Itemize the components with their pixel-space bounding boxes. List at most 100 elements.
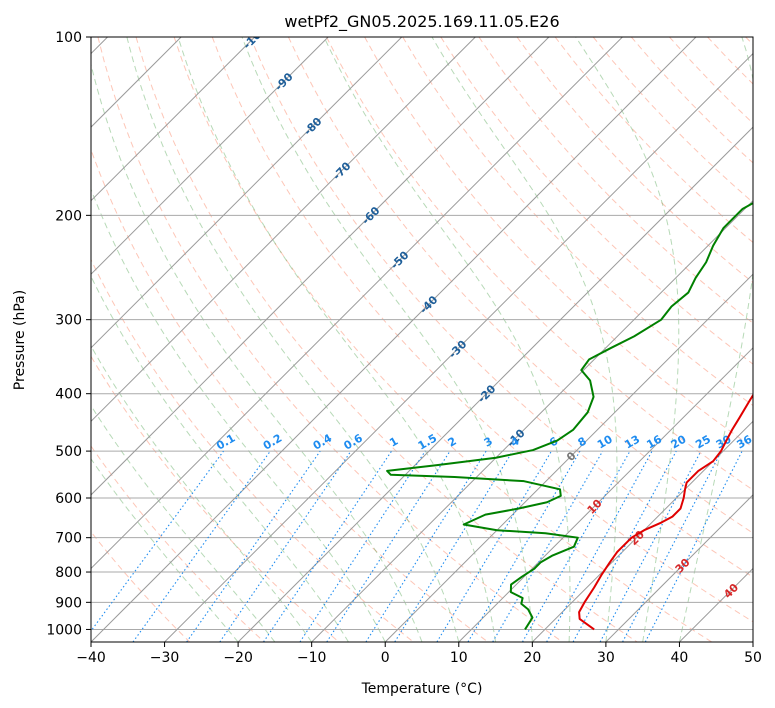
- dry-adiabat: [745, 37, 753, 46]
- isotherm-line: [605, 494, 753, 642]
- dry-adiabat: [173, 37, 713, 642]
- moist-adiabat: [431, 37, 618, 642]
- mixing-ratio-label: 0.1: [214, 432, 237, 453]
- isotherm-line: [91, 37, 623, 570]
- x-tick-label: 40: [671, 650, 689, 666]
- isotherm-line: [91, 37, 256, 202]
- background-lines: [91, 37, 753, 642]
- temperature-profile: [578, 393, 753, 631]
- x-tick-label: −20: [223, 650, 253, 666]
- isotherm-line: [91, 37, 476, 423]
- isotherm-line: [91, 37, 403, 349]
- mixing-ratio-label: 0.2: [261, 432, 284, 453]
- y-tick-label: 1000: [46, 622, 82, 638]
- mixing-ratio-line: [467, 450, 581, 642]
- dry-adiabat: [91, 445, 265, 642]
- x-tick-label: −40: [76, 650, 106, 666]
- mixing-ratio-line: [394, 450, 514, 642]
- isotherm-line: [752, 641, 753, 642]
- isotherm-label: -80: [301, 115, 324, 138]
- moist-adiabat: [575, 37, 680, 642]
- mixing-ratio-line: [326, 450, 451, 642]
- moist-adiabat: [241, 37, 533, 642]
- dry-adiabat: [440, 37, 753, 365]
- moist-adiabat: [678, 37, 753, 642]
- mixing-ratio-line: [365, 450, 487, 642]
- dry-adiabat: [554, 37, 753, 244]
- dry-adiabat: [135, 37, 638, 642]
- dry-adiabat: [91, 148, 489, 642]
- mixing-ratio-line: [644, 450, 743, 642]
- dry-adiabat: [91, 355, 340, 642]
- dry-adiabat: [97, 37, 563, 642]
- mixing-ratio-label: 16: [644, 432, 664, 451]
- mixing-ratio-line: [263, 450, 392, 642]
- moist-adiabat: [323, 37, 571, 642]
- dry-adiabat: [592, 37, 753, 204]
- isotherm-line: [311, 199, 753, 642]
- mixing-ratio-label: 1.5: [416, 432, 439, 453]
- dry-adiabat: [669, 37, 753, 125]
- isotherm-line: [91, 37, 329, 275]
- moist-adiabat: [91, 62, 423, 642]
- profile-series: [386, 201, 753, 631]
- dry-adiabat: [249, 37, 753, 578]
- dry-adiabat: [707, 37, 753, 85]
- isotherm-line: [237, 126, 753, 642]
- isotherm-line: [458, 347, 753, 642]
- moist-adiabat: [91, 458, 239, 642]
- y-tick-label: 800: [55, 565, 82, 581]
- isotherm-label: 10: [585, 497, 605, 517]
- mixing-ratio-line: [132, 450, 271, 642]
- mixing-ratio-label: 1: [387, 435, 400, 450]
- y-tick-label: 700: [55, 531, 82, 547]
- x-axis-label: Temperature (°C): [361, 681, 483, 697]
- mixing-ratio-label: 10: [595, 432, 615, 451]
- plot-frame: [90, 36, 754, 643]
- isotherm-line: [91, 37, 697, 642]
- y-tick-label: 900: [55, 595, 82, 611]
- mixing-ratio-line: [186, 450, 321, 642]
- dry-adiabat: [326, 37, 753, 491]
- y-tick-label: 600: [55, 491, 82, 507]
- x-tick-label: 0: [381, 650, 390, 666]
- dewpoint-profile: [386, 201, 753, 630]
- moist-adiabat: [91, 188, 386, 642]
- x-tick-label: 50: [744, 650, 762, 666]
- dry-adiabat: [91, 531, 191, 642]
- y-axis-label: Pressure (hPa): [12, 290, 28, 390]
- isotherm-line: [679, 567, 753, 642]
- mixing-ratio-label: 3: [482, 435, 495, 450]
- y-tick-label: 400: [55, 387, 82, 403]
- mixing-ratio-line: [91, 450, 224, 632]
- isotherm-line: [384, 273, 753, 642]
- mixing-ratio-label: 0.4: [311, 431, 335, 452]
- y-tick-label: 300: [55, 313, 82, 329]
- mixing-ratio-label: 0.6: [342, 431, 366, 452]
- mixing-ratio-label: 36: [734, 432, 754, 451]
- mixing-ratio-line: [546, 450, 653, 642]
- mixing-ratio-label: 2: [446, 435, 459, 450]
- dry-adiabat: [91, 258, 414, 642]
- moist-adiabat: [91, 404, 276, 642]
- x-tick-label: 10: [450, 650, 468, 666]
- y-tick-label: 200: [55, 208, 82, 224]
- x-tick-label: 30: [597, 650, 615, 666]
- dry-adiabat: [211, 37, 753, 623]
- y-tick-label: 500: [55, 444, 82, 460]
- mixing-ratio-label: 25: [693, 433, 713, 452]
- mixing-ratio-label: 8: [576, 435, 589, 450]
- dry-adiabat: [402, 37, 753, 407]
- moist-adiabat: [177, 37, 497, 642]
- x-axis: −40 −30 −20 −10 0 10 20 30 40 50: [76, 642, 762, 666]
- isotherm-line: [164, 52, 753, 642]
- chart-title: wetPf2_GN05.2025.169.11.05.E26: [284, 12, 559, 32]
- mixing-ratio-line: [436, 450, 552, 642]
- moist-adiabat: [91, 275, 349, 642]
- x-tick-label: −30: [150, 650, 180, 666]
- isotherm-label: -70: [330, 159, 353, 182]
- mixing-ratio-line: [492, 450, 604, 642]
- mixing-ratio-line: [219, 450, 352, 642]
- moist-adiabat: [126, 37, 460, 642]
